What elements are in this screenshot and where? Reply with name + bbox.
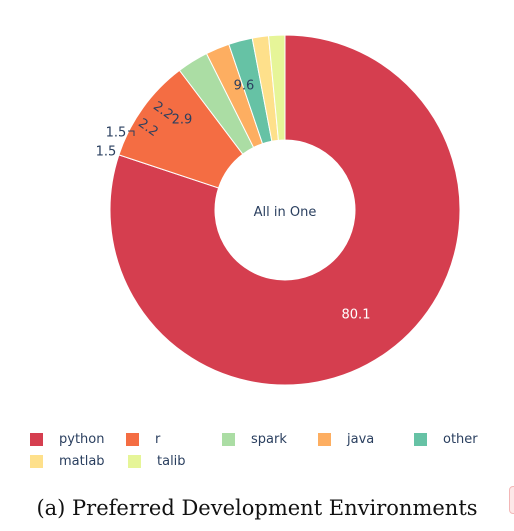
legend-item-other[interactable]: other: [414, 432, 510, 447]
legend-label: other: [443, 431, 478, 447]
legend-item-talib[interactable]: talib: [128, 454, 226, 469]
legend-swatch: [128, 454, 141, 468]
slices-group: [109, 34, 461, 386]
legend-row: python r spark java other: [30, 428, 510, 450]
legend-label: spark: [251, 431, 287, 447]
legend-swatch: [126, 432, 139, 446]
legend-item-java[interactable]: java: [318, 432, 414, 447]
legend-item-python[interactable]: python: [30, 432, 126, 447]
slice-label-matlab: 1.5: [106, 126, 127, 141]
legend-label: python: [59, 431, 105, 447]
slice-talib: [267, 34, 286, 141]
legend-item-matlab[interactable]: matlab: [30, 454, 128, 469]
legend-swatch: [30, 432, 43, 446]
donut-chart: 80.19.62.92.22.21.51.5 All in One: [96, 34, 461, 386]
legend-swatch: [414, 432, 427, 446]
slice-python: [109, 34, 461, 386]
figure-caption: (a) Preferred Development Environments: [36, 496, 478, 520]
slice-label-r: 9.6: [234, 79, 255, 94]
legend-item-spark[interactable]: spark: [222, 432, 318, 447]
slice-label-spark: 2.9: [172, 113, 193, 128]
slice-label-talib: 1.5: [96, 145, 117, 160]
legend-row: matlab talib: [30, 450, 510, 472]
legend-swatch: [318, 432, 331, 446]
corner-mark: [509, 486, 514, 514]
legend-item-r[interactable]: r: [126, 432, 222, 447]
legend-swatch: [222, 432, 235, 446]
center-text: All in One: [254, 205, 317, 220]
legend-label: matlab: [59, 453, 105, 469]
legend: python r spark java other matlab talib: [30, 428, 510, 472]
legend-swatch: [30, 454, 43, 468]
label-leader-line: [128, 130, 135, 136]
legend-label: r: [155, 431, 161, 447]
legend-label: talib: [157, 453, 186, 469]
legend-label: java: [347, 431, 375, 447]
slice-label-python: 80.1: [342, 308, 371, 323]
